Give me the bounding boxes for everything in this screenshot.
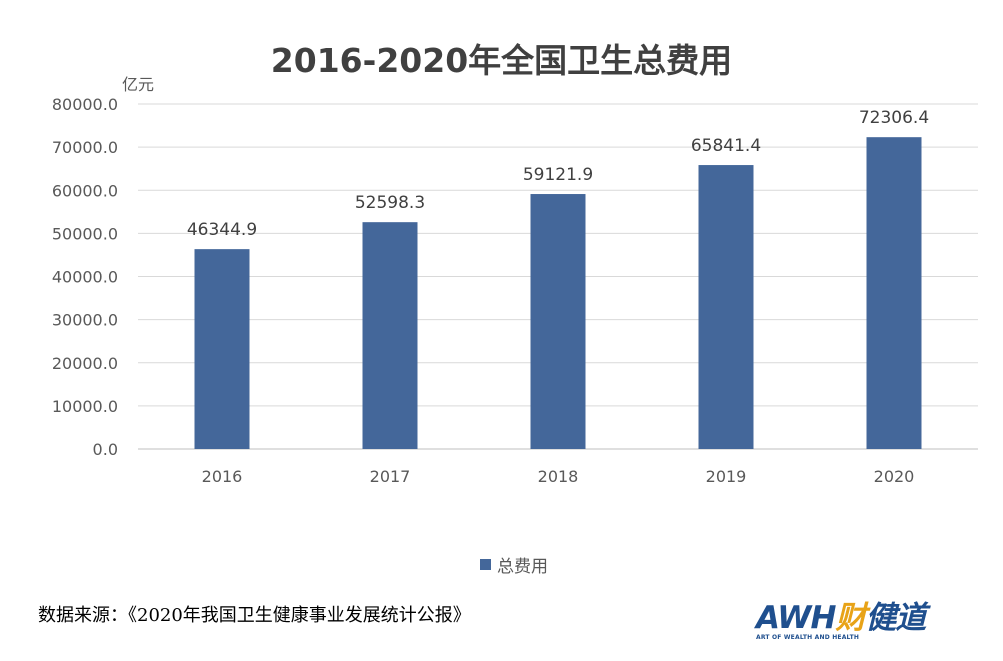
bar: [866, 137, 922, 449]
x-tick-label: 2017: [370, 467, 411, 486]
x-axis-ticks: 2016 2017 2018 2019 2020: [202, 467, 915, 486]
y-tick-label: 60000.0: [52, 181, 118, 200]
logo-tagline: ART OF WEALTH AND HEALTH: [756, 634, 860, 641]
bar: [530, 194, 586, 449]
legend: 总费用: [480, 552, 548, 577]
x-tick-label: 2018: [538, 467, 579, 486]
y-tick-label: 0.0: [93, 440, 118, 459]
bar: [194, 249, 250, 449]
bar: [698, 165, 754, 449]
legend-swatch: [480, 559, 491, 570]
y-axis-unit-label: 亿元: [122, 75, 154, 94]
y-tick-label: 40000.0: [52, 268, 118, 287]
legend-label: 总费用: [497, 557, 548, 577]
bars: 46344.9 52598.3 59121.9 65841.4 72306.4: [187, 108, 929, 449]
data-label: 59121.9: [523, 165, 593, 185]
x-tick-label: 2019: [706, 467, 747, 486]
source-note: 数据来源：《2020年我国卫生健康事业发展统计公报》: [38, 605, 471, 626]
data-label: 46344.9: [187, 220, 257, 240]
awh-logo: AWH财健道 ART OF WEALTH AND HEALTH: [756, 602, 966, 648]
chart-title: 2016-2020年全国卫生总费用: [270, 41, 733, 80]
y-tick-label: 70000.0: [52, 138, 118, 157]
data-label: 52598.3: [355, 193, 425, 213]
data-label: 72306.4: [859, 108, 929, 128]
x-tick-label: 2016: [202, 467, 243, 486]
y-tick-label: 50000.0: [52, 224, 118, 243]
y-tick-label: 80000.0: [52, 95, 118, 114]
data-label: 65841.4: [691, 136, 761, 156]
x-tick-label: 2020: [874, 467, 915, 486]
y-tick-label: 10000.0: [52, 397, 118, 416]
logo-text-accent: 财: [835, 600, 866, 636]
logo-text-awh: AWH: [756, 600, 836, 636]
bar: [362, 222, 418, 449]
y-tick-label: 30000.0: [52, 311, 118, 330]
y-tick-label: 20000.0: [52, 354, 118, 373]
y-axis-ticks: 0.0 10000.0 20000.0 30000.0 40000.0 50000.0 60…: [52, 95, 118, 459]
logo-text-rest: 健道: [865, 600, 926, 636]
